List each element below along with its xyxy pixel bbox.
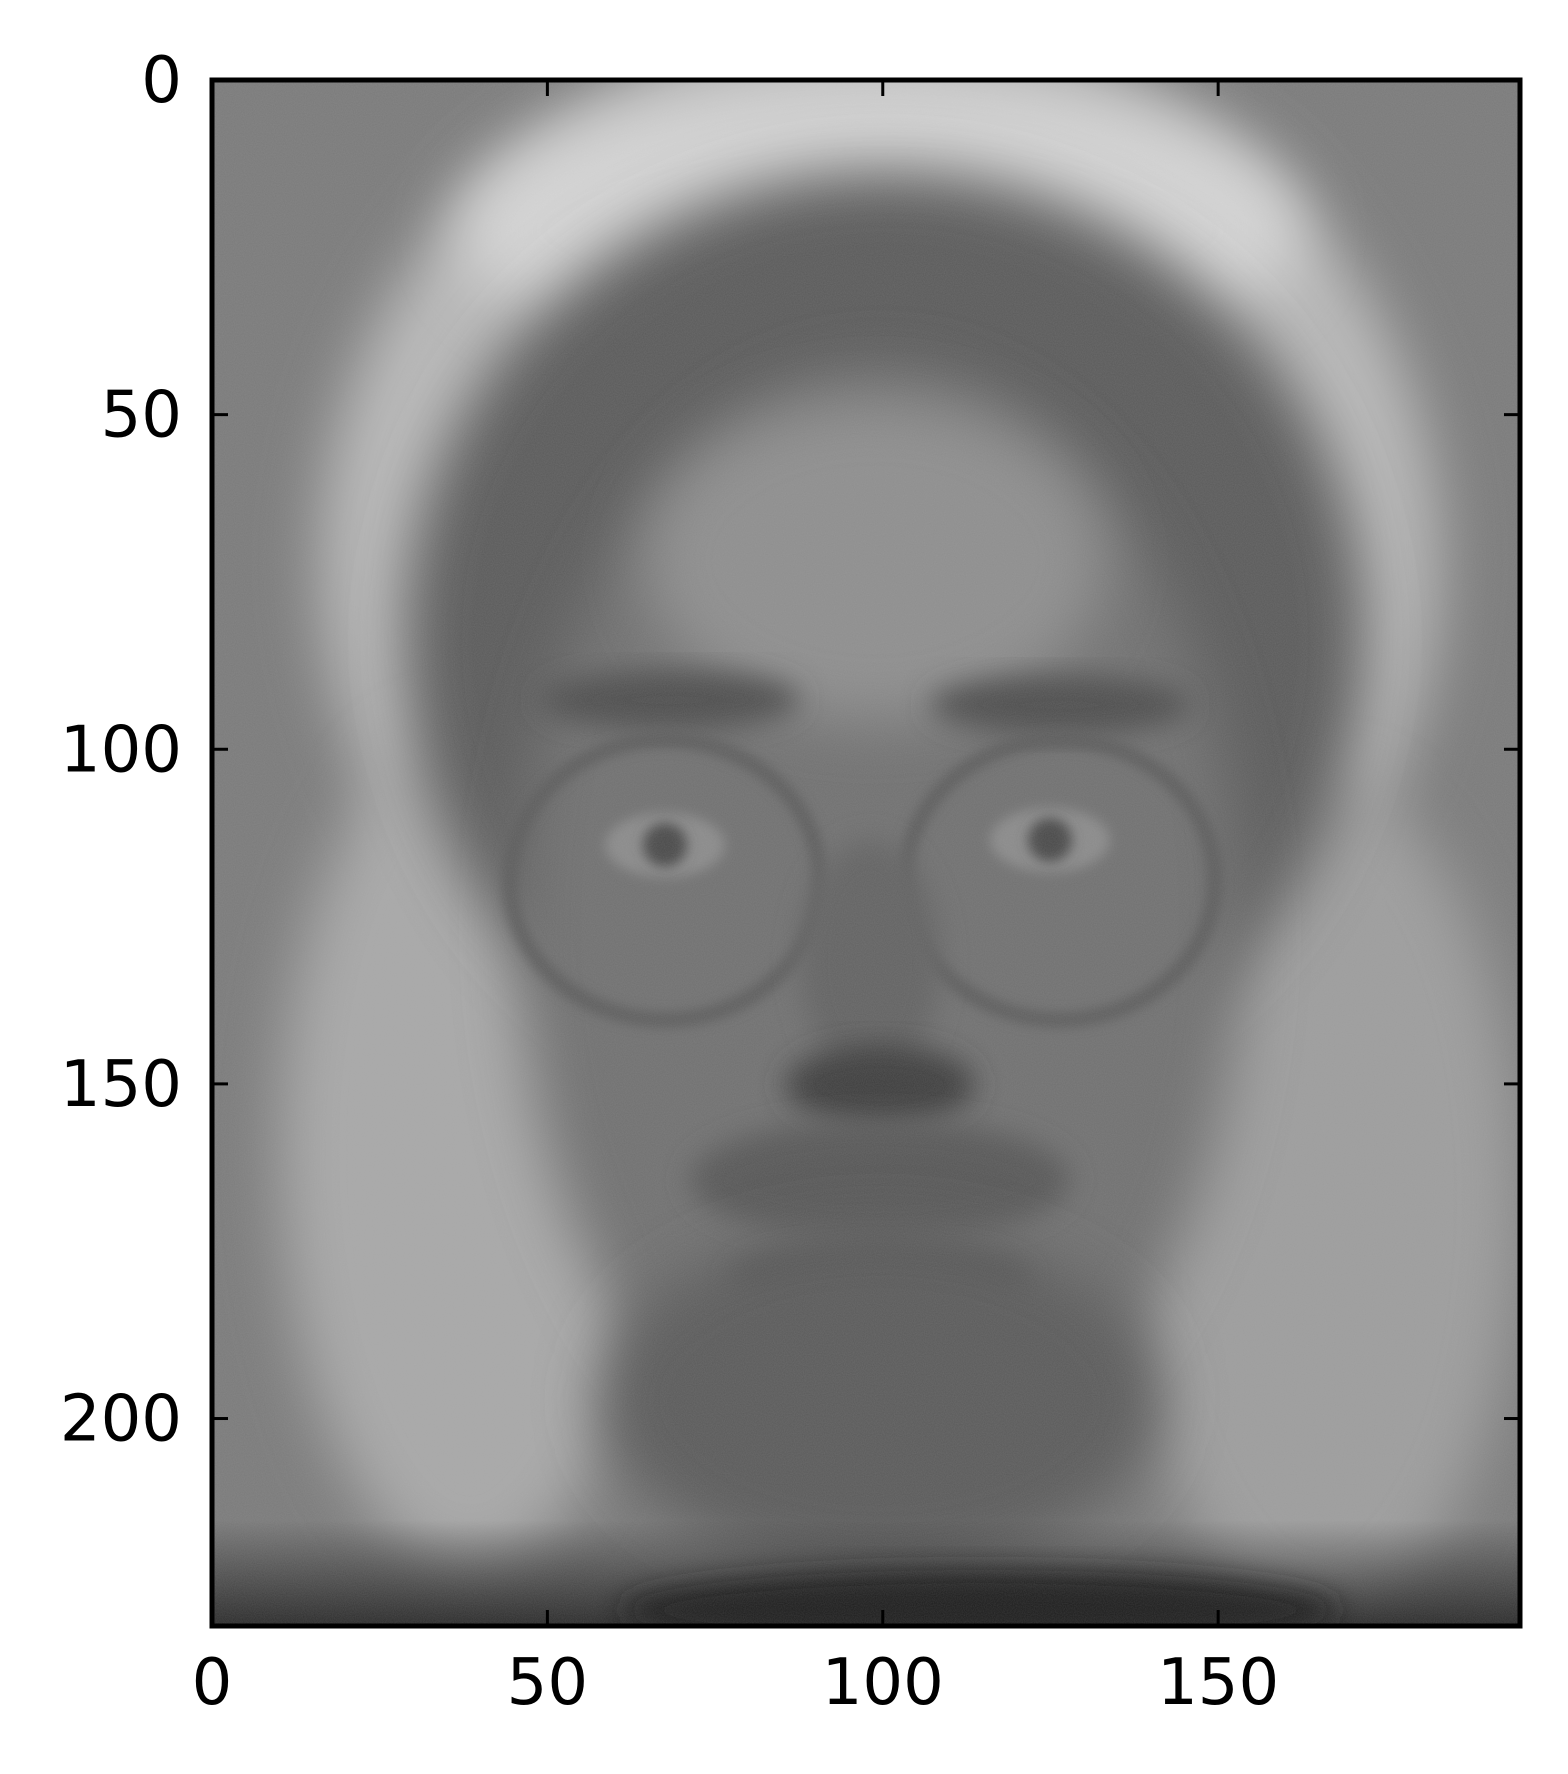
y-tick-label: 200 <box>60 1383 182 1457</box>
x-tick-label: 150 <box>1157 1646 1279 1720</box>
x-tick-label: 0 <box>192 1646 233 1720</box>
y-tick-label: 50 <box>101 379 182 453</box>
y-tick-label: 0 <box>141 44 182 118</box>
tick-marks <box>210 78 1520 1626</box>
x-tick-label: 50 <box>507 1646 588 1720</box>
y-tick-label: 150 <box>60 1048 182 1122</box>
axes-frame <box>209 77 1523 1629</box>
x-tick-label: 100 <box>822 1646 944 1720</box>
y-tick-label: 100 <box>60 713 182 787</box>
face-image <box>212 80 1520 1626</box>
tick-labels: 0 50 100 150 0 50 100 150 200 <box>60 44 1279 1720</box>
